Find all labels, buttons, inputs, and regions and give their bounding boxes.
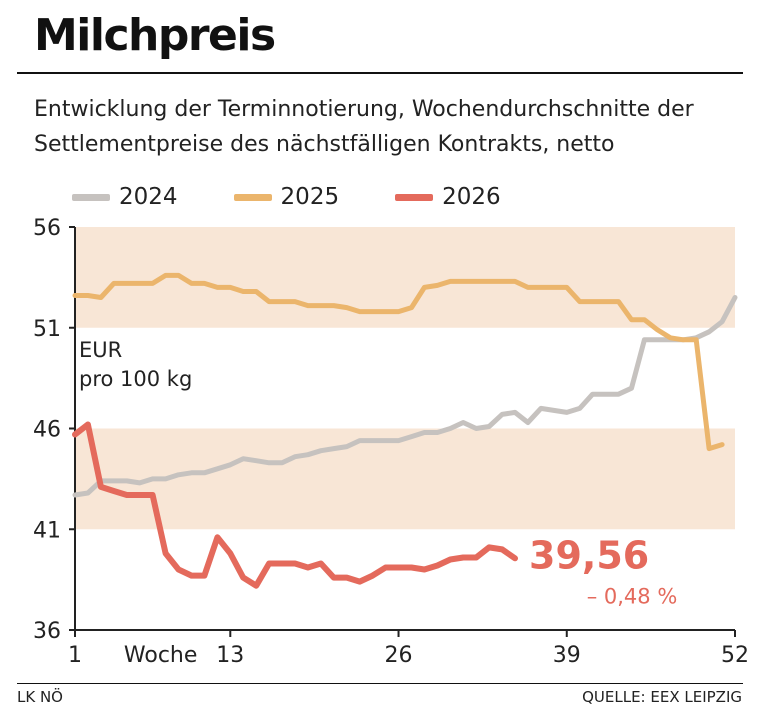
footer-source: QUELLE: EEX LEIPZIG — [582, 688, 742, 706]
unit-label-line-1: pro 100 kg — [79, 367, 192, 391]
legend-swatch-2025 — [233, 193, 272, 201]
legend-swatch-2026 — [395, 193, 434, 201]
x-tick-label-1: 1 — [68, 643, 82, 668]
change-percent-label: – 0,48 % — [587, 584, 678, 608]
y-tick-label-56: 56 — [33, 216, 61, 241]
series-line-2024 — [72, 295, 738, 498]
legend-label-2025: 2025 — [280, 184, 340, 210]
x-tick-label-39: 39 — [553, 643, 581, 668]
axes: 56 51 46 41 36 1 13 26 39 52 Woche — [33, 216, 749, 668]
footer-publisher: LK NÖ — [17, 688, 63, 706]
legend-swatch-2024 — [72, 193, 110, 201]
footer-rule — [17, 683, 743, 684]
page-subtitle: Entwicklung der Terminnotierung, Wochend… — [34, 97, 694, 157]
y-tick-label-46: 46 — [33, 418, 61, 443]
chart-labels: EUR pro 100 kg 39,56 – 0,48 % — [79, 338, 677, 608]
series-lines — [72, 272, 738, 589]
chart-legend: 2024 2025 2026 — [72, 180, 557, 214]
legend-label-2024: 2024 — [119, 184, 178, 210]
y-tick-label-36: 36 — [33, 619, 61, 644]
x-tick-label-13: 13 — [216, 643, 244, 668]
end-value-label: 39,56 — [529, 533, 649, 577]
x-tick-label-52: 52 — [721, 643, 749, 668]
x-axis-label: Woche — [124, 643, 198, 668]
legend-label-2026: 2026 — [442, 184, 501, 210]
unit-label-line-0: EUR — [79, 338, 122, 362]
y-tick-label-51: 51 — [33, 317, 61, 342]
page-title: Milchpreis — [34, 10, 276, 61]
series-line-2025 — [72, 272, 725, 452]
band-1 — [75, 428, 735, 530]
legend-item-2026: 2026 — [395, 184, 501, 210]
y-tick-label-41: 41 — [33, 518, 61, 543]
series-line-2026 — [72, 421, 518, 589]
legend-item-2024: 2024 — [72, 184, 178, 210]
x-tick-label-26: 26 — [385, 643, 413, 668]
legend-item-2025: 2025 — [233, 184, 340, 210]
title-rule — [17, 72, 743, 74]
